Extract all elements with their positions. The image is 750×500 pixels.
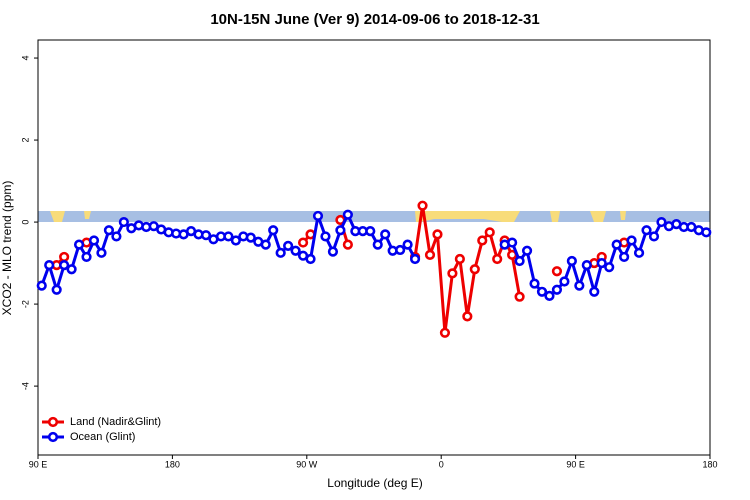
point bbox=[118, 216, 129, 228]
point bbox=[312, 210, 324, 222]
point bbox=[320, 231, 331, 242]
point bbox=[507, 237, 518, 248]
point bbox=[521, 245, 533, 256]
x-tick-label: 180 bbox=[702, 459, 717, 469]
point bbox=[103, 225, 115, 236]
point bbox=[283, 240, 294, 251]
point bbox=[290, 245, 301, 256]
y-tick-label: -4 bbox=[20, 382, 30, 390]
point bbox=[626, 235, 637, 246]
point bbox=[633, 247, 645, 258]
point bbox=[223, 231, 234, 242]
point bbox=[372, 239, 383, 250]
point bbox=[88, 235, 100, 246]
point bbox=[59, 260, 70, 271]
x-tick-label: 90 E bbox=[566, 459, 585, 469]
point bbox=[447, 268, 458, 279]
point bbox=[529, 278, 540, 289]
point bbox=[73, 239, 85, 250]
point bbox=[514, 291, 525, 302]
point bbox=[245, 232, 256, 243]
point bbox=[230, 235, 241, 246]
map-strip bbox=[38, 211, 710, 222]
point bbox=[536, 286, 548, 297]
legend-label: Ocean (Glint) bbox=[70, 431, 135, 443]
point bbox=[36, 280, 47, 291]
x-tick-label: 180 bbox=[165, 459, 180, 469]
point bbox=[484, 227, 495, 238]
x-tick-label: 0 bbox=[439, 459, 444, 469]
point bbox=[648, 231, 660, 242]
point bbox=[574, 280, 585, 291]
x-axis-label: Longitude (deg E) bbox=[327, 476, 422, 490]
y-tick-label: -2 bbox=[20, 300, 30, 308]
point bbox=[66, 264, 77, 275]
point bbox=[701, 227, 712, 238]
point bbox=[551, 266, 563, 277]
point bbox=[656, 216, 667, 228]
point bbox=[589, 286, 600, 297]
point bbox=[305, 253, 316, 265]
y-axis-label: XCO2 - MLO trend (ppm) bbox=[0, 181, 14, 316]
point bbox=[342, 209, 353, 220]
y-tick-label: 4 bbox=[20, 56, 30, 61]
chart-title: 10N-15N June (Ver 9) 2014-09-06 to 2018-… bbox=[210, 11, 539, 28]
point bbox=[551, 284, 563, 295]
point bbox=[275, 247, 286, 258]
x-tick-label: 90 E bbox=[29, 459, 48, 469]
point bbox=[268, 225, 279, 236]
point bbox=[492, 253, 503, 265]
point bbox=[402, 239, 413, 250]
point bbox=[477, 235, 488, 246]
point bbox=[59, 251, 70, 263]
point bbox=[462, 311, 473, 322]
point bbox=[365, 225, 376, 237]
point bbox=[611, 239, 622, 250]
point bbox=[260, 239, 271, 250]
point bbox=[619, 251, 630, 263]
point bbox=[44, 260, 55, 271]
point bbox=[51, 284, 62, 295]
y-tick-label: 2 bbox=[20, 138, 30, 143]
point bbox=[469, 264, 480, 275]
point bbox=[641, 225, 652, 236]
legend: Land (Nadir&Glint) Ocean (Glint) bbox=[42, 416, 161, 443]
plot-frame bbox=[37, 39, 711, 456]
x-tick-label: 90 W bbox=[296, 459, 318, 469]
point bbox=[424, 249, 436, 260]
point bbox=[439, 327, 451, 338]
point bbox=[544, 290, 555, 301]
point bbox=[409, 253, 421, 265]
point bbox=[395, 244, 406, 256]
point bbox=[200, 230, 212, 241]
point bbox=[514, 255, 525, 267]
point bbox=[335, 225, 346, 236]
point bbox=[596, 257, 607, 269]
point bbox=[380, 229, 391, 240]
point bbox=[327, 246, 339, 257]
point bbox=[96, 247, 107, 258]
point bbox=[417, 200, 428, 211]
point bbox=[81, 251, 92, 263]
point bbox=[111, 231, 122, 242]
point bbox=[566, 255, 577, 267]
legend-marker bbox=[47, 431, 59, 443]
point bbox=[454, 253, 465, 265]
point bbox=[604, 262, 615, 273]
point bbox=[297, 237, 309, 248]
point bbox=[559, 276, 570, 287]
legend-marker bbox=[47, 416, 59, 428]
point bbox=[581, 260, 592, 271]
point bbox=[342, 239, 353, 250]
point bbox=[432, 229, 443, 240]
y-tick-label: 0 bbox=[20, 220, 30, 225]
legend-label: Land (Nadir&Glint) bbox=[70, 416, 161, 428]
